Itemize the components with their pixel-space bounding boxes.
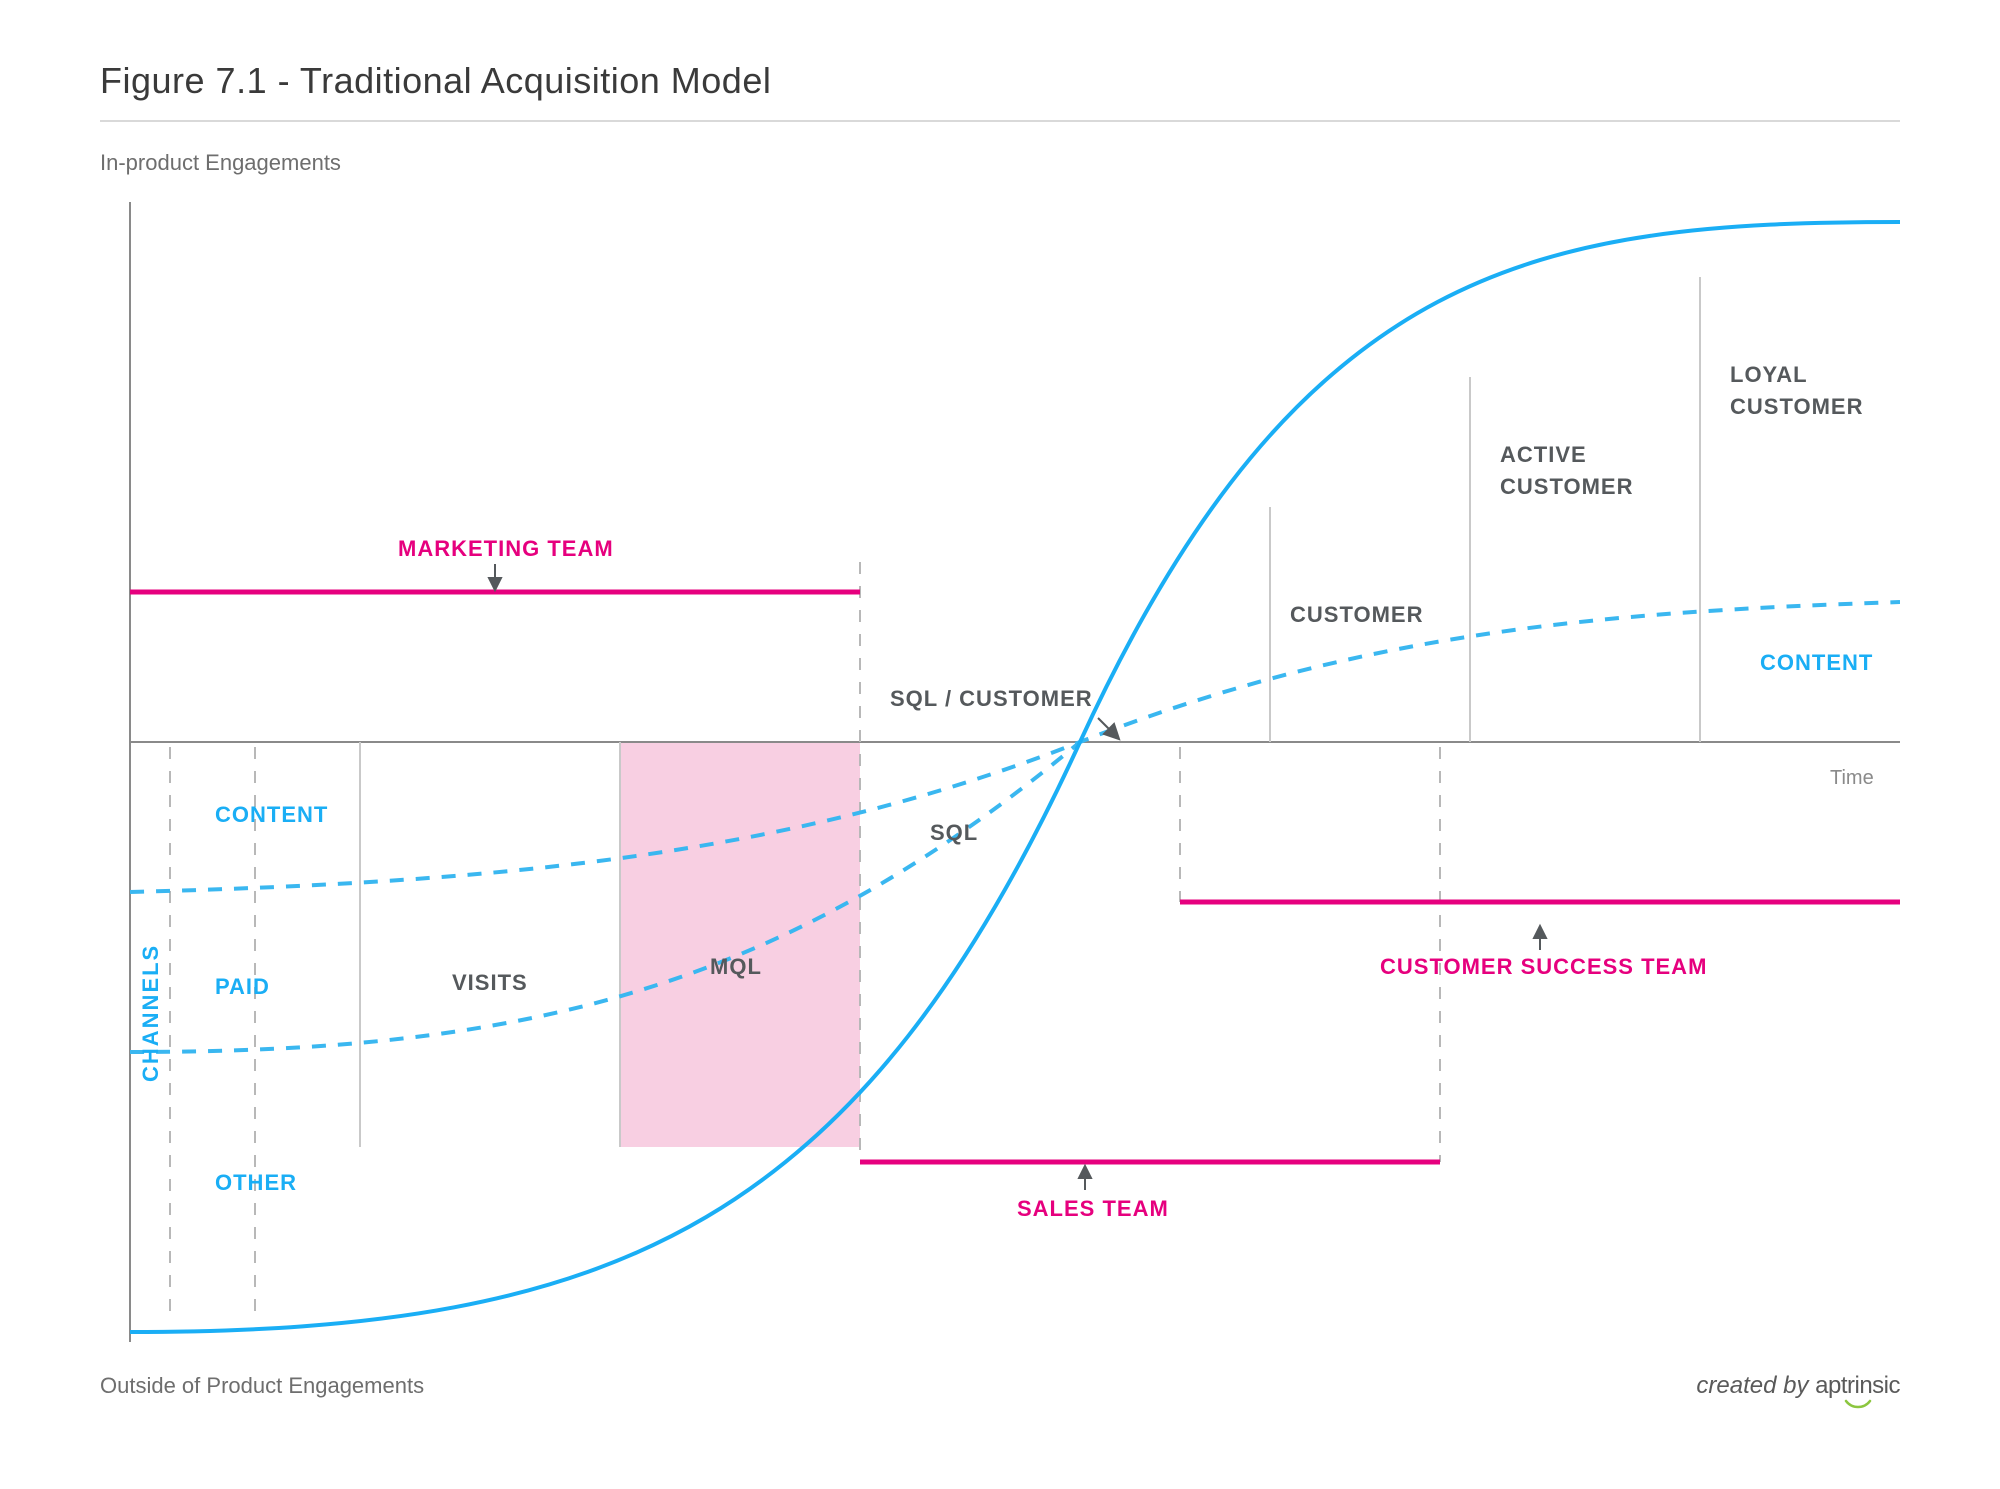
mql-region xyxy=(620,742,860,1147)
figure-title: Figure 7.1 - Traditional Acquisition Mod… xyxy=(100,60,1900,102)
dashed-curve-mid xyxy=(130,742,1080,1052)
brand-smile-icon xyxy=(1844,1399,1872,1409)
active-label: ACTIVE xyxy=(1500,442,1587,467)
mql-label: MQL xyxy=(710,954,762,979)
visits-label: VISITS xyxy=(452,970,528,995)
sql-customer-label: SQL / CUSTOMER xyxy=(890,686,1093,711)
paid-label: PAID xyxy=(215,974,270,999)
gray-solid-dividers xyxy=(360,277,1700,1147)
acquisition-model-chart: MARKETING TEAM SALES TEAM CUSTOMER SUCCE… xyxy=(100,182,1900,1362)
content-left-label: CONTENT xyxy=(215,802,328,827)
cs-team-label: CUSTOMER SUCCESS TEAM xyxy=(1380,954,1707,979)
active-customer-label: CUSTOMER xyxy=(1500,474,1634,499)
title-divider xyxy=(100,120,1900,122)
x-axis-label: Time xyxy=(1830,767,1874,789)
attribution: created by aptrinsic xyxy=(1696,1372,1900,1400)
sql-label: SQL xyxy=(930,820,978,845)
marketing-team-label: MARKETING TEAM xyxy=(398,536,614,561)
customer-label: CUSTOMER xyxy=(1290,602,1424,627)
loyal-label: LOYAL xyxy=(1730,362,1808,387)
channels-label: CHANNELS xyxy=(138,944,163,1082)
content-right-label: CONTENT xyxy=(1760,650,1873,675)
brand-name: aptrinsic xyxy=(1815,1372,1900,1400)
loyal-customer-label: CUSTOMER xyxy=(1730,394,1864,419)
created-by-prefix: created by xyxy=(1696,1372,1815,1399)
other-label: OTHER xyxy=(215,1170,297,1195)
y-axis-top-label: In-product Engagements xyxy=(100,150,1900,176)
sales-team-label: SALES TEAM xyxy=(1017,1196,1169,1221)
s-curve xyxy=(130,222,1900,1332)
y-axis-bottom-label: Outside of Product Engagements xyxy=(100,1373,424,1399)
dashed-curve-upper xyxy=(130,602,1900,892)
